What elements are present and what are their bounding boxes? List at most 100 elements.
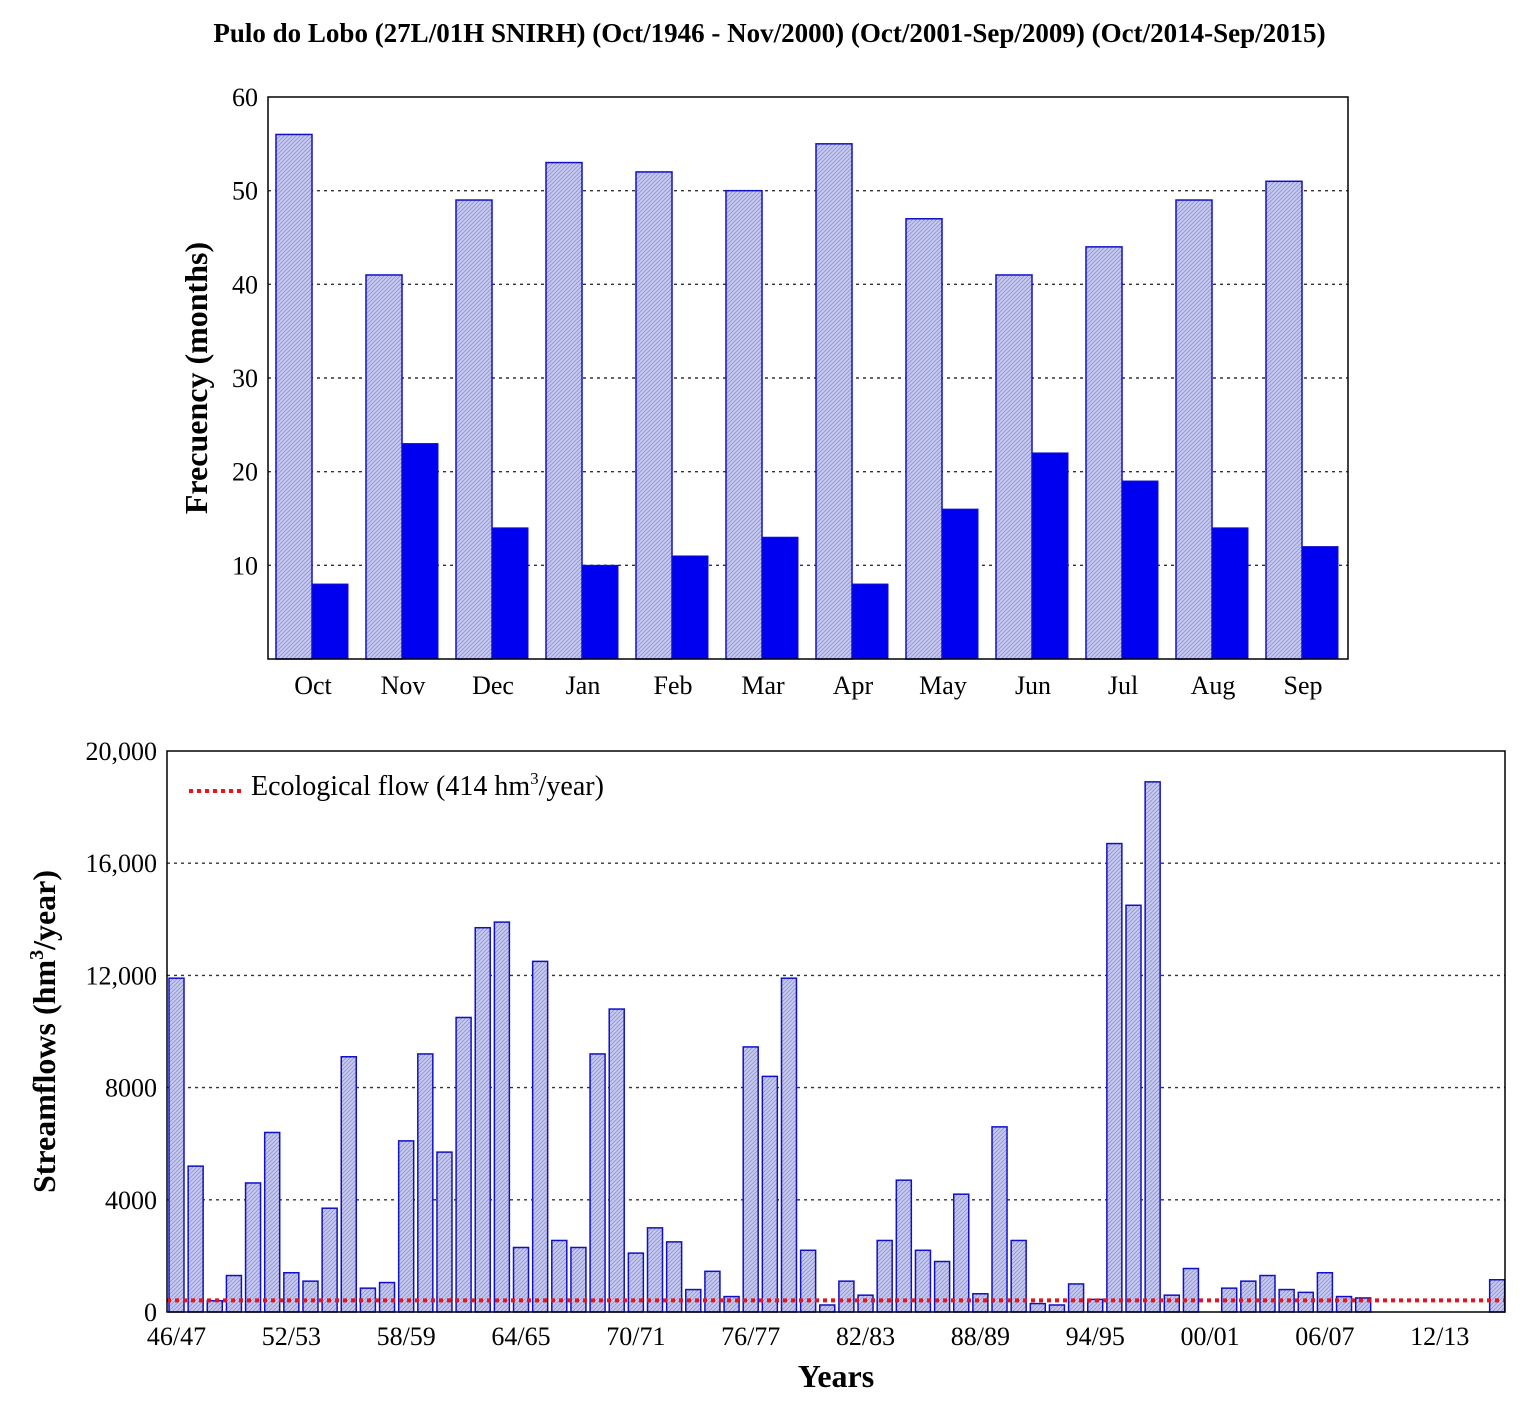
- bar-streamflow: [742, 1046, 759, 1313]
- bar-solid: [1031, 452, 1069, 660]
- x-tick-label: Jun: [1015, 671, 1051, 700]
- bar-streamflow: [206, 1300, 224, 1313]
- bar-streamflow: [244, 1182, 262, 1313]
- y-tick-label: 20: [232, 458, 258, 487]
- bar-streamflow: [493, 921, 511, 1313]
- bar-streamflow: [302, 1280, 319, 1313]
- bar-hatched: [725, 189, 763, 660]
- bar-streamflow: [704, 1270, 721, 1313]
- x-tick-label: 88/89: [951, 1322, 1010, 1351]
- y-tick-label: 30: [232, 364, 258, 393]
- bar-solid: [581, 564, 619, 660]
- y-axis-label-main: Streamflows (hm: [26, 960, 62, 1194]
- y-tick-label: 8000: [105, 1074, 157, 1103]
- bar-hatched: [815, 143, 853, 660]
- bar-streamflow: [436, 1151, 453, 1313]
- bar-streamflow: [1144, 781, 1161, 1313]
- bar-solid: [311, 583, 349, 660]
- y-axis-label: Frecuency (months): [178, 242, 214, 514]
- bar-streamflow: [933, 1260, 951, 1313]
- bar-streamflow: [263, 1131, 281, 1313]
- x-tick-label: 46/47: [147, 1322, 206, 1351]
- bar-hatched: [635, 171, 673, 660]
- bar-solid: [1211, 527, 1249, 660]
- bar-streamflow: [1316, 1271, 1334, 1313]
- bar-streamflow: [187, 1165, 204, 1313]
- x-tick-label: Oct: [294, 671, 332, 700]
- bar-streamflow: [417, 1053, 434, 1313]
- bar-hatched: [905, 218, 943, 660]
- x-tick-label: 94/95: [1066, 1322, 1125, 1351]
- bar-streamflow: [895, 1179, 913, 1313]
- x-tick-label: Feb: [654, 671, 693, 700]
- bar-streamflow: [608, 1008, 625, 1313]
- bar-hatched: [1085, 246, 1123, 660]
- y-tick-label: 10: [232, 551, 258, 580]
- top-chart: Oct Nov Dec Jan Feb Mar Apr May Jun Jul Aug Sep 10 20…: [178, 83, 1349, 700]
- x-tick-label: 58/59: [377, 1322, 436, 1351]
- y-tick-label: 16,000: [86, 849, 158, 878]
- bar-streamflow: [1240, 1280, 1257, 1313]
- y-tick-label: 40: [232, 270, 258, 299]
- bar-hatched: [545, 161, 583, 660]
- bar-streamflow: [1125, 904, 1142, 1313]
- bar-streamflow: [972, 1293, 989, 1313]
- bar-solid: [671, 555, 709, 660]
- x-tick-label: 12/13: [1410, 1322, 1469, 1351]
- bar-streamflow: [780, 977, 798, 1313]
- bar-streamflow: [838, 1280, 855, 1313]
- bottom-chart: 46/47 52/53 58/59 64/65 70/71 76/77 82/83 88/89…: [26, 737, 1506, 1394]
- bar-solid: [401, 443, 439, 660]
- bar-solid: [1121, 480, 1159, 660]
- figure-title: Pulo do Lobo (27L/01H SNIRH) (Oct/1946 -…: [213, 18, 1326, 48]
- x-tick-label: 64/65: [491, 1322, 550, 1351]
- bar-hatched: [995, 274, 1033, 660]
- y-axis-label: Streamflows (hm3/year): [26, 870, 62, 1193]
- bar-hatched: [1265, 180, 1303, 660]
- bar-streamflow: [914, 1249, 932, 1313]
- plot-frame: [267, 96, 1349, 660]
- bar-streamflow: [474, 926, 491, 1313]
- bar-streamflow: [1259, 1274, 1276, 1313]
- x-tick-label: Jan: [566, 671, 601, 700]
- x-tick-label: Mar: [741, 671, 785, 700]
- bar-streamflow: [857, 1294, 874, 1313]
- y-tick-label: 12,000: [86, 961, 158, 990]
- y-tick-label: 4000: [105, 1186, 157, 1215]
- bar-streamflow: [397, 1140, 415, 1313]
- bar-streamflow: [819, 1304, 836, 1313]
- bar-streamflow: [1029, 1302, 1047, 1313]
- bar-streamflow: [952, 1193, 970, 1313]
- bar-streamflow: [168, 977, 185, 1313]
- x-tick-label: Jul: [1108, 671, 1138, 700]
- bar-streamflow: [589, 1053, 606, 1313]
- bar-solid: [491, 527, 529, 660]
- bar-solid: [941, 508, 979, 660]
- legend-label-sup: 3: [530, 769, 539, 788]
- x-tick-label: Apr: [833, 671, 874, 700]
- bar-streamflow: [1048, 1304, 1066, 1313]
- x-tick-label: 52/53: [262, 1322, 321, 1351]
- bar-streamflow: [1067, 1283, 1085, 1313]
- x-tick-label: 82/83: [836, 1322, 895, 1351]
- y-axis-label-sup: 3: [26, 950, 48, 960]
- bar-hatched: [365, 274, 403, 660]
- plot-frame: [166, 750, 1506, 1313]
- bar-hatched: [1175, 199, 1213, 660]
- y-tick-label: 20,000: [86, 737, 158, 766]
- x-tick-label: May: [919, 671, 967, 700]
- bar-hatched: [275, 133, 313, 660]
- bar-solid: [761, 536, 799, 660]
- legend-label-end: /year): [539, 771, 604, 802]
- bar-streamflow: [283, 1271, 300, 1313]
- bar-hatched: [455, 199, 493, 660]
- bar-streamflow: [321, 1207, 338, 1313]
- x-tick-label: 76/77: [721, 1322, 780, 1351]
- x-tick-label: Sep: [1284, 671, 1323, 700]
- bar-streamflow: [455, 1016, 472, 1313]
- bar-streamflow: [1106, 842, 1123, 1313]
- bar-streamflow: [225, 1274, 243, 1313]
- bar-streamflow: [1163, 1294, 1181, 1313]
- x-tick-label: 70/71: [606, 1322, 665, 1351]
